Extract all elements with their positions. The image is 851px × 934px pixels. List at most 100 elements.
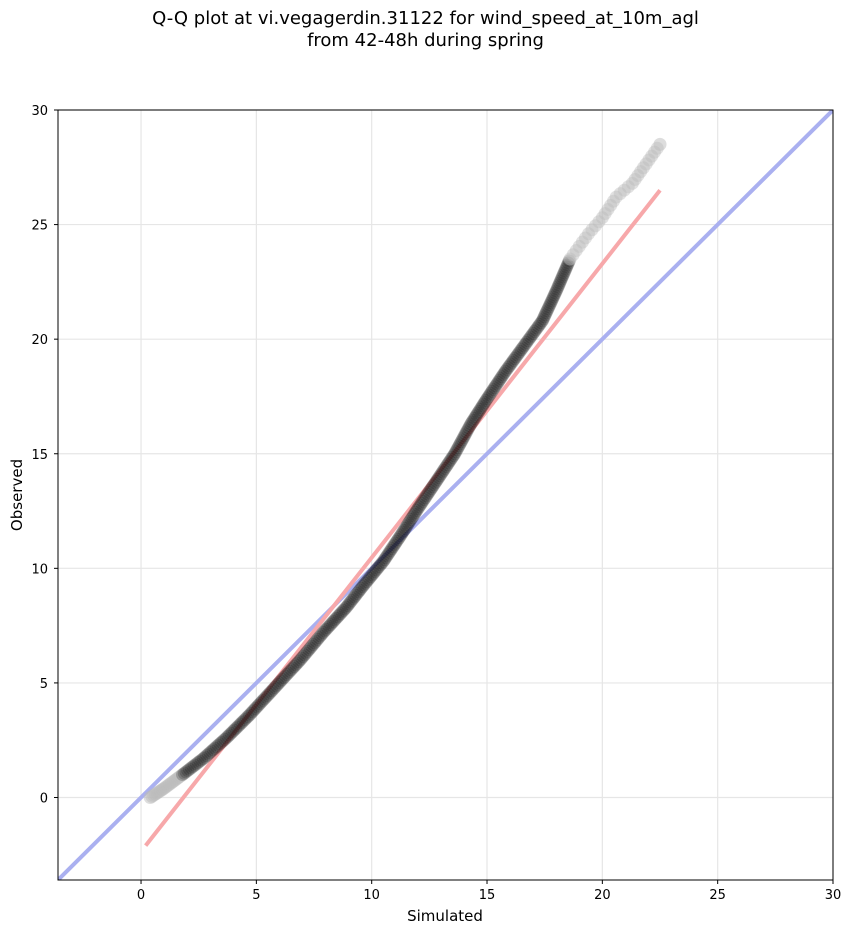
quantile-point: [588, 219, 602, 233]
quantile-point: [342, 597, 356, 611]
quantile-point: [224, 726, 238, 740]
quantile-point: [278, 669, 292, 683]
quantile-point: [536, 312, 550, 326]
quantile-point: [529, 323, 543, 337]
y-tick-label: 20: [31, 333, 48, 348]
quantile-point: [247, 703, 261, 717]
quantile-point: [449, 445, 463, 459]
quantile-point: [461, 423, 475, 437]
quantile-point: [546, 290, 560, 304]
quantile-point: [572, 239, 586, 253]
quantile-point: [531, 319, 545, 333]
quantile-point: [560, 258, 574, 272]
quantile-point: [551, 280, 565, 294]
quantile-point: [371, 561, 385, 575]
quantile-point: [542, 300, 556, 314]
quantile-point: [510, 348, 524, 362]
quantile-point: [429, 474, 443, 488]
quantile-point: [634, 165, 648, 179]
quantile-point: [481, 390, 495, 404]
quantile-point: [355, 580, 369, 594]
quantile-point: [259, 690, 273, 704]
x-tick-label: 5: [252, 888, 260, 903]
quantile-point: [423, 483, 437, 497]
quantile-point: [310, 632, 324, 646]
quantile-point: [555, 270, 569, 284]
quantile-point: [331, 610, 345, 624]
quantile-point: [553, 276, 567, 290]
quantile-point: [427, 478, 441, 492]
quantile-point: [177, 766, 191, 780]
quantile-point: [238, 713, 252, 727]
quantile-point: [295, 651, 309, 665]
quantile-point: [482, 388, 496, 402]
quantile-point: [219, 731, 233, 745]
quantile-point: [277, 671, 291, 685]
quantile-point: [628, 172, 642, 186]
quantile-point: [341, 599, 355, 613]
quantile-point: [326, 614, 340, 628]
quantile-point: [417, 493, 431, 507]
quantile-point: [541, 302, 555, 316]
quantile-point: [468, 410, 482, 424]
quantile-point: [351, 585, 365, 599]
quantile-point: [226, 725, 240, 739]
quantile-point: [329, 611, 343, 625]
quantile-point: [437, 463, 451, 477]
quantile-point: [391, 532, 405, 546]
quantile-point: [299, 646, 313, 660]
quantile-point: [460, 425, 474, 439]
quantile-point: [562, 254, 576, 268]
quantile-point: [471, 406, 485, 420]
quantile-point: [554, 274, 568, 288]
quantile-point: [526, 326, 540, 340]
x-tick-label: 20: [594, 888, 611, 903]
quantile-point: [293, 653, 307, 667]
quantile-point: [191, 756, 205, 770]
quantile-point: [265, 684, 279, 698]
quantile-point: [445, 450, 459, 464]
quantile-point: [339, 600, 353, 614]
quantile-point: [645, 149, 659, 163]
quantile-point: [376, 554, 390, 568]
quantile-point: [244, 706, 258, 720]
quantile-point: [450, 443, 464, 457]
quantile-point: [428, 476, 442, 490]
quantile-point: [195, 753, 209, 767]
quantile-point: [490, 377, 504, 391]
quantile-point: [403, 514, 417, 528]
quantile-point: [418, 491, 432, 505]
quantile-point: [263, 685, 277, 699]
quantile-point: [347, 590, 361, 604]
quantile-point: [432, 471, 446, 485]
quantile-point: [395, 527, 409, 541]
quantile-point: [236, 714, 250, 728]
quantile-point: [533, 317, 547, 331]
quantile-point: [281, 666, 295, 680]
y-tick-label: 25: [31, 219, 48, 234]
quantile-point: [431, 472, 445, 486]
quantile-point: [303, 641, 317, 655]
quantile-point: [502, 359, 516, 373]
quantile-point: [213, 737, 227, 751]
chart-title-line-1: Q-Q plot at vi.vegagerdin.31122 for wind…: [152, 8, 699, 29]
quantile-point: [343, 595, 357, 609]
quantile-point: [409, 505, 423, 519]
quantile-point: [514, 343, 528, 357]
quantile-point: [179, 765, 193, 779]
quantile-point: [205, 744, 219, 758]
quantile-point: [474, 401, 488, 415]
quantile-point: [472, 404, 486, 418]
quantile-point: [397, 523, 411, 537]
quantile-point: [353, 583, 367, 597]
quantile-point: [566, 248, 580, 262]
quantile-point: [440, 458, 454, 472]
quantile-point: [455, 433, 469, 447]
quantile-point: [582, 227, 596, 241]
quantile-point: [544, 296, 558, 310]
quantile-point: [221, 729, 235, 743]
quantile-point: [357, 578, 371, 592]
quantile-point: [613, 187, 627, 201]
quantile-point: [313, 629, 327, 643]
quantile-point: [538, 308, 552, 322]
